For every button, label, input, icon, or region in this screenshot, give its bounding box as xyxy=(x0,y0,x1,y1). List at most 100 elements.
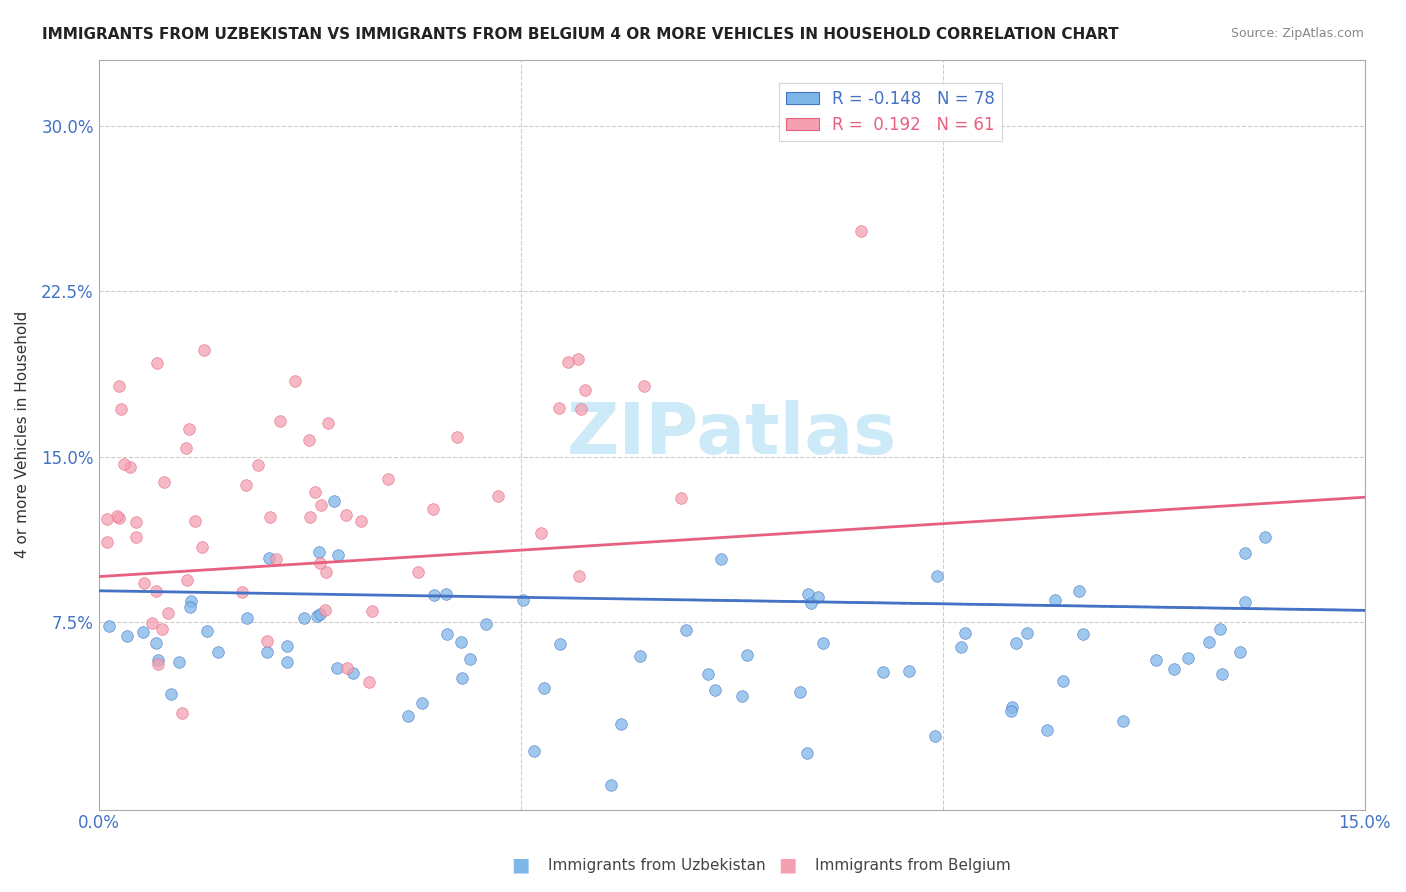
Point xyxy=(336,661,359,675)
Point xyxy=(150,622,173,636)
Point xyxy=(1052,674,1074,689)
Y-axis label: 4 or more Vehicles in Household: 4 or more Vehicles in Household xyxy=(15,311,30,558)
Point xyxy=(1004,635,1026,649)
Point xyxy=(146,653,169,667)
Point xyxy=(335,508,357,522)
Point xyxy=(600,778,623,792)
Point xyxy=(704,682,727,697)
Point xyxy=(1198,635,1220,649)
Point xyxy=(145,636,167,650)
Text: ■: ■ xyxy=(778,855,797,875)
Point xyxy=(98,619,121,633)
Point xyxy=(800,596,823,610)
Point xyxy=(1177,650,1199,665)
Point xyxy=(360,605,382,619)
Text: Immigrants from Belgium: Immigrants from Belgium xyxy=(815,858,1011,872)
Point xyxy=(446,430,468,444)
Point xyxy=(406,565,429,579)
Point xyxy=(157,606,180,620)
Point xyxy=(264,552,287,566)
Point xyxy=(710,552,733,566)
Point xyxy=(797,587,820,601)
Point xyxy=(669,491,692,505)
Point xyxy=(422,501,444,516)
Point xyxy=(813,636,835,650)
Point xyxy=(259,510,281,524)
Point xyxy=(112,457,135,471)
Point xyxy=(326,549,349,563)
Point xyxy=(359,675,381,690)
Point xyxy=(322,494,344,508)
Text: IMMIGRANTS FROM UZBEKISTAN VS IMMIGRANTS FROM BELGIUM 4 OR MORE VEHICLES IN HOUS: IMMIGRANTS FROM UZBEKISTAN VS IMMIGRANTS… xyxy=(42,27,1119,42)
Point xyxy=(318,416,340,430)
Point xyxy=(675,624,697,638)
Point xyxy=(422,588,444,602)
Point xyxy=(1043,592,1066,607)
Point xyxy=(141,615,163,630)
Point xyxy=(191,540,214,554)
Text: Source: ZipAtlas.com: Source: ZipAtlas.com xyxy=(1230,27,1364,40)
Point xyxy=(96,534,118,549)
Point xyxy=(377,472,399,486)
Point xyxy=(309,556,332,570)
Point xyxy=(512,592,534,607)
Point xyxy=(731,689,754,703)
Point xyxy=(849,224,872,238)
Point xyxy=(207,645,229,659)
Text: Immigrants from Uzbekistan: Immigrants from Uzbekistan xyxy=(548,858,766,872)
Point xyxy=(276,639,298,653)
Point xyxy=(235,478,257,492)
Point xyxy=(628,648,651,663)
Point xyxy=(146,355,169,369)
Point xyxy=(486,489,509,503)
Point xyxy=(1229,645,1251,659)
Point xyxy=(152,475,174,490)
Point xyxy=(118,459,141,474)
Point xyxy=(350,514,373,528)
Point xyxy=(108,511,131,525)
Point xyxy=(557,354,579,368)
Point xyxy=(697,666,720,681)
Point xyxy=(108,379,131,393)
Point xyxy=(1209,622,1232,636)
Point xyxy=(924,729,946,743)
Point xyxy=(298,434,321,448)
Point xyxy=(550,637,572,651)
Point xyxy=(1146,652,1168,666)
Point xyxy=(115,629,138,643)
Point xyxy=(1017,625,1039,640)
Point xyxy=(953,625,976,640)
Point xyxy=(284,374,307,388)
Point xyxy=(193,343,215,357)
Point xyxy=(179,600,201,615)
Point xyxy=(342,665,364,680)
Point xyxy=(145,583,167,598)
Point xyxy=(571,402,593,417)
Point xyxy=(311,498,333,512)
Point xyxy=(950,640,973,655)
Point xyxy=(458,651,481,665)
Point xyxy=(633,378,655,392)
Point xyxy=(1000,704,1022,718)
Point xyxy=(257,550,280,565)
Point xyxy=(1071,627,1094,641)
Point xyxy=(308,544,330,558)
Point xyxy=(124,515,146,529)
Point xyxy=(231,584,253,599)
Point xyxy=(256,645,278,659)
Point xyxy=(475,616,498,631)
Point xyxy=(110,402,132,417)
Point xyxy=(925,568,948,582)
Point xyxy=(530,526,553,541)
Point xyxy=(807,591,830,605)
Point xyxy=(411,696,433,710)
Point xyxy=(568,569,591,583)
Point xyxy=(610,717,633,731)
Point xyxy=(134,575,156,590)
Point xyxy=(179,421,201,435)
Point xyxy=(246,458,269,472)
Point xyxy=(434,587,457,601)
Point xyxy=(146,657,169,671)
Point xyxy=(1211,667,1233,681)
Point xyxy=(105,508,128,523)
